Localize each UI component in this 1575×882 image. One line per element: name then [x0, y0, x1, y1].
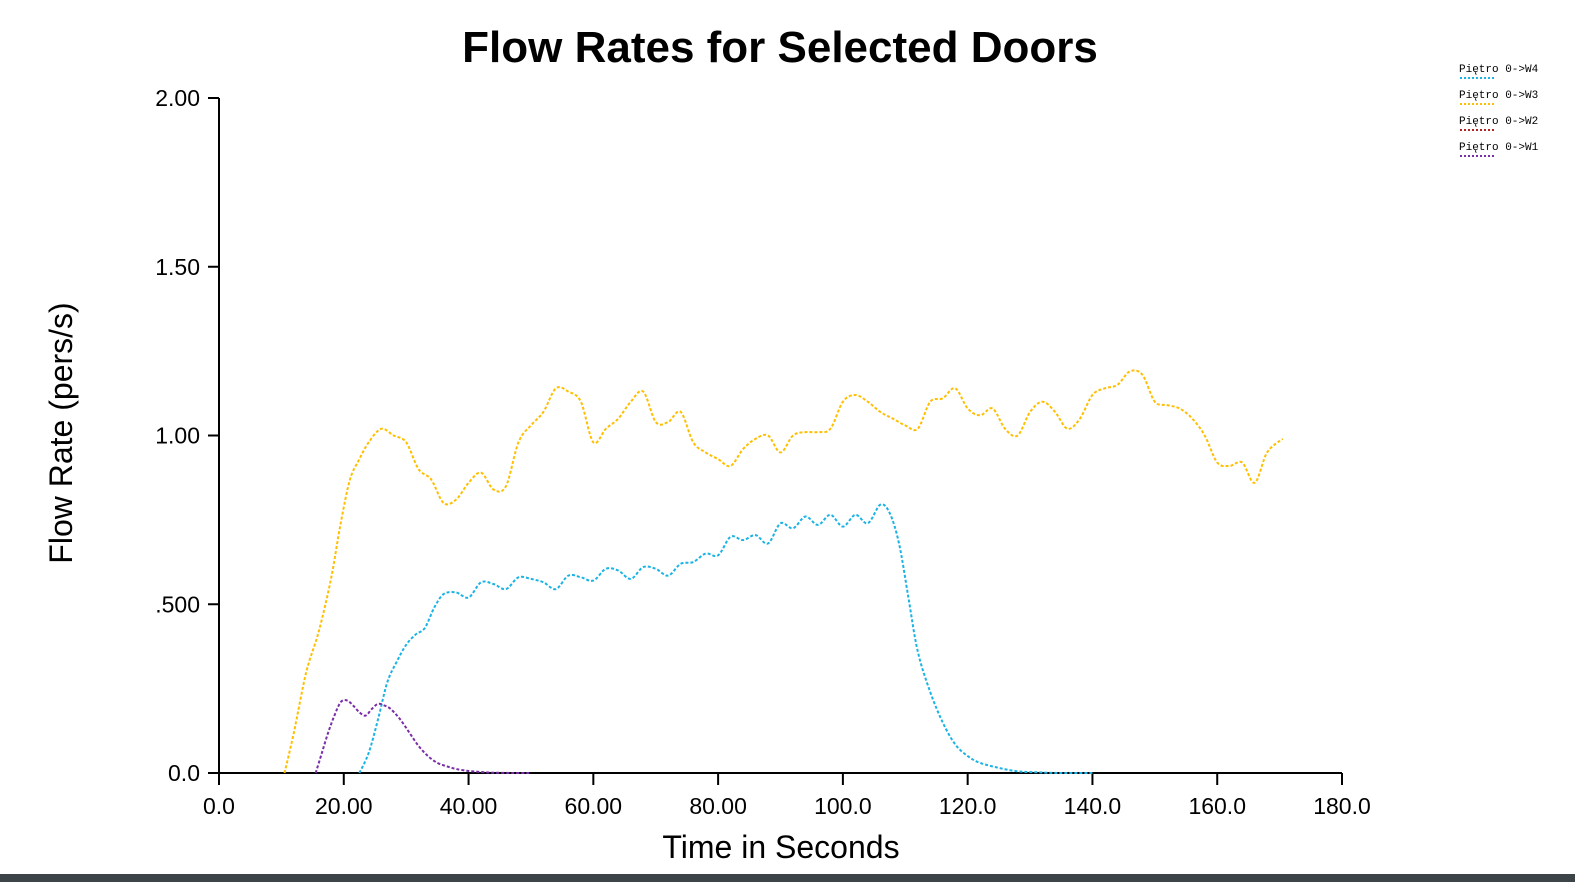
legend-label-w4: Piętro 0->W4: [1459, 64, 1539, 76]
legend-label-w3: Piętro 0->W3: [1459, 90, 1538, 102]
x-tick-label: 100.0: [814, 793, 872, 819]
x-tick-label: 60.00: [565, 793, 623, 819]
legend-label-w1: Piętro 0->W1: [1459, 142, 1539, 154]
y-tick-label: 1.00: [155, 423, 200, 449]
y-tick-label: 1.50: [155, 254, 200, 280]
x-tick-label: 140.0: [1064, 793, 1122, 819]
y-tick-label: .500: [155, 591, 200, 617]
series-layer: [283, 369, 1284, 775]
axes: 0.0 .500 1.00 1.50 2.00 0.0 20.00 40.00 60.00 80.…: [155, 85, 1371, 819]
bottom-border-bar: [0, 874, 1575, 882]
x-tick-label: 40.00: [440, 793, 498, 819]
series-line-w3: [283, 369, 1284, 774]
x-axis-title: Time in Seconds: [662, 829, 899, 865]
legend-label-w2: Piętro 0->W2: [1459, 116, 1538, 128]
x-tick-label: 80.00: [689, 793, 747, 819]
chart-title: Flow Rates for Selected Doors: [462, 23, 1098, 72]
legend: Piętro 0->W4 Piętro 0->W3 Piętro 0->W2 Pięt…: [1459, 64, 1539, 157]
x-tick-label: 160.0: [1188, 793, 1246, 819]
x-tick-label: 0.0: [203, 793, 235, 819]
x-tick-label: 120.0: [939, 793, 997, 819]
series-line-w1: [314, 699, 531, 775]
x-tick-label: 180.0: [1313, 793, 1371, 819]
y-tick-label: 0.0: [168, 760, 200, 786]
y-tick-label: 2.00: [155, 85, 200, 111]
x-tick-label: 20.00: [315, 793, 373, 819]
y-axis-title: Flow Rate (pers/s): [43, 302, 79, 563]
series-line-w4: [358, 503, 1093, 775]
